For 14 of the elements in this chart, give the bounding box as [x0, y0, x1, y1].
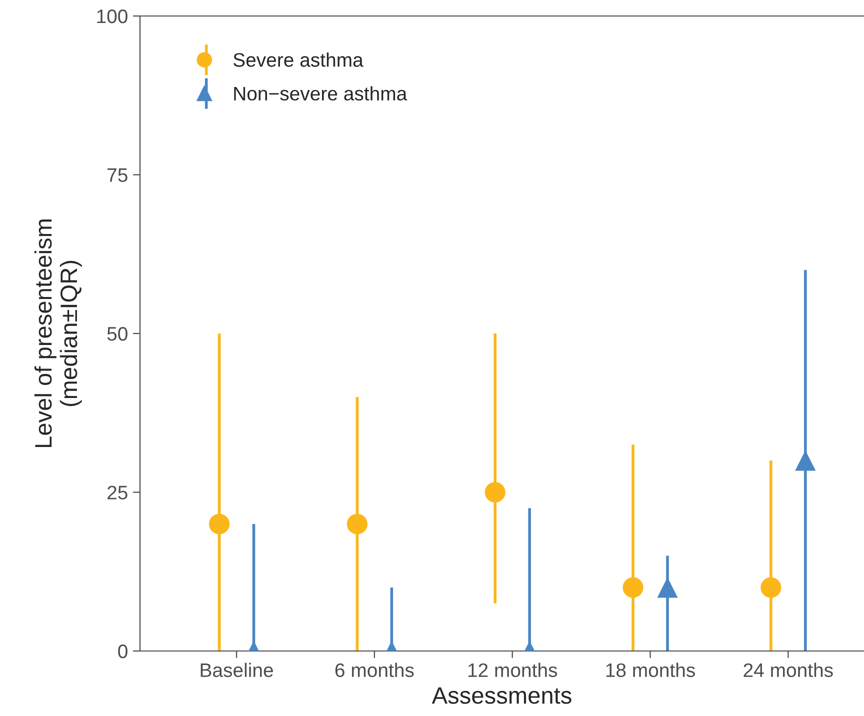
x-tick-label: Baseline [200, 662, 273, 678]
x-tick-label: 6 months [335, 662, 414, 678]
x-tick-label: 12 months [468, 662, 558, 678]
x-tick-label: 24 months [744, 662, 833, 678]
y-tick-label: 100 [97, 9, 128, 24]
y-tick-label: 50 [107, 326, 128, 341]
legend-label: Severe asthma [233, 52, 364, 67]
y-tick-label: 25 [108, 486, 128, 500]
x-axis-title: Assessments [432, 687, 572, 704]
y-tick-label: 75 [108, 168, 128, 182]
x-tick-label: 18 months [606, 662, 695, 678]
y-axis-title: Level of presenteeism (median±IQR) [34, 220, 82, 448]
legend-label: Non−severe asthma [234, 86, 408, 101]
y-tick-label: 0 [118, 644, 128, 658]
